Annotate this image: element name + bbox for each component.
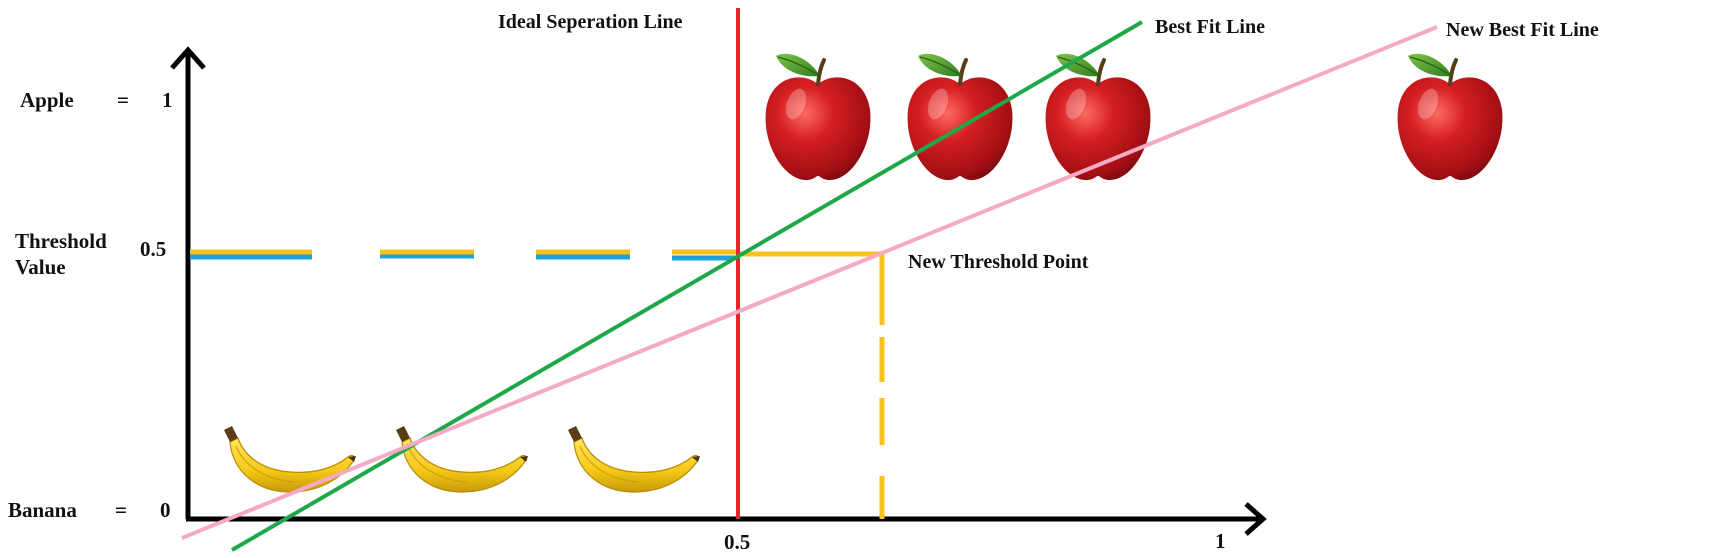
apple-equals-sign: = — [117, 88, 129, 112]
y-axis-arrow-icon — [170, 46, 206, 70]
banana-image — [395, 425, 529, 493]
threshold-value: 0.5 — [140, 237, 166, 261]
banana-class-label: Banana — [8, 498, 77, 522]
x-axis — [186, 502, 1267, 536]
threshold-label-line1: Threshold — [15, 229, 107, 253]
banana-class-value: 0 — [160, 498, 171, 522]
threshold-label-line2: Value — [15, 255, 66, 279]
threshold-dashed-line — [190, 249, 738, 261]
x-axis-arrow-icon — [1244, 502, 1267, 536]
banana-image — [223, 425, 357, 493]
x-tick-label-mid: 0.5 — [724, 530, 750, 554]
apple-image — [1395, 51, 1505, 182]
apple-images — [763, 51, 1505, 182]
new-best-fit-line — [181, 25, 1438, 540]
banana-equals-sign: = — [115, 498, 127, 522]
new-best-fit-line-label: New Best Fit Line — [1446, 19, 1599, 41]
apple-class-value: 1 — [162, 88, 173, 112]
apple-image — [1043, 51, 1153, 182]
apple-class-label: Apple — [20, 88, 74, 112]
apple-image — [905, 51, 1015, 182]
x-tick-label-end: 1 — [1215, 529, 1226, 553]
banana-image — [567, 425, 701, 493]
best-fit-line — [230, 20, 1144, 552]
ideal-separation-label: Ideal Seperation Line — [498, 11, 683, 33]
banana-images — [223, 425, 701, 493]
best-fit-line-label: Best Fit Line — [1155, 16, 1265, 38]
y-axis — [170, 46, 206, 519]
new-threshold-lines — [738, 251, 885, 519]
apple-image — [763, 51, 873, 182]
new-threshold-point-label: New Threshold Point — [908, 251, 1089, 273]
